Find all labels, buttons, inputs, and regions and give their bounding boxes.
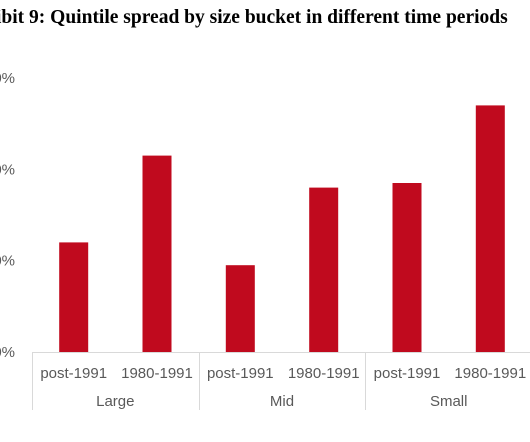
bar <box>475 105 505 353</box>
bar <box>392 183 422 352</box>
x-tick-label: 1980-1991 <box>121 365 193 382</box>
bar <box>225 265 255 352</box>
x-group-label: Mid <box>270 393 294 410</box>
x-tick-label: post-1991 <box>374 365 441 382</box>
x-group-label: Large <box>96 393 134 410</box>
x-group-labels: Large Mid Small <box>96 393 467 410</box>
x-tick-label: post-1991 <box>40 365 107 382</box>
chart-title: ibit 9: Quintile spread by size bucket i… <box>0 7 508 28</box>
bar <box>59 242 89 352</box>
y-tick-label: 0% <box>0 70 15 87</box>
y-tick-label: 0% <box>0 344 15 361</box>
x-category-labels: post-1991 1980-1991 post-1991 1980-1991 post… <box>40 365 526 382</box>
bar <box>309 187 339 352</box>
x-tick-label: post-1991 <box>207 365 274 382</box>
x-tick-label: 1980-1991 <box>288 365 360 382</box>
bar <box>142 155 172 352</box>
chart-bars <box>59 105 505 353</box>
x-group-label: Small <box>430 393 468 410</box>
chart-axes <box>32 352 530 410</box>
y-tick-label: 0% <box>0 161 15 178</box>
y-tick-label: 0% <box>0 253 15 270</box>
x-tick-label: 1980-1991 <box>454 365 526 382</box>
y-tick-labels: 0% 0% 0% 0% <box>0 70 15 361</box>
